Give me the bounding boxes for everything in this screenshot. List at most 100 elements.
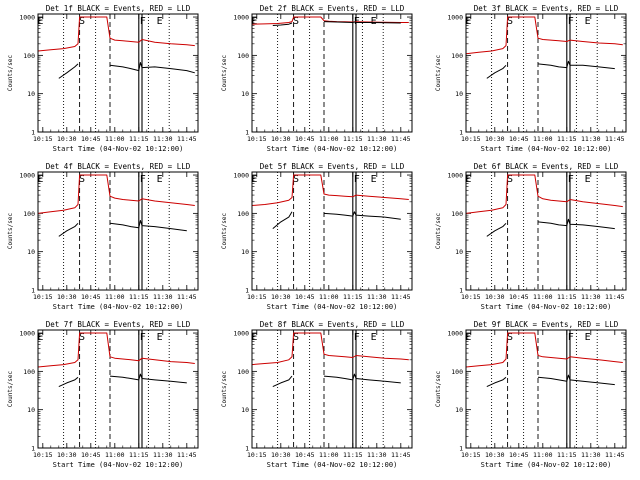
events-series-line xyxy=(58,376,79,388)
y-tick-label: 100 xyxy=(23,368,35,376)
x-tick-label: 11:30 xyxy=(153,135,173,143)
x-tick-label: 10:45 xyxy=(295,293,315,301)
x-tick-label: 11:15 xyxy=(557,451,577,459)
y-tick-label: 10 xyxy=(455,90,463,98)
y-tick-label: 1000 xyxy=(447,330,463,338)
x-tick-label: 11:00 xyxy=(533,135,553,143)
y-tick-label: 1000 xyxy=(233,330,249,338)
detector-panel: Det 2f BLACK = Events, RED = LLD Counts/s… xyxy=(221,4,413,153)
marker-label: F xyxy=(140,174,146,185)
marker-label: S xyxy=(293,332,299,343)
marker-label: E xyxy=(251,16,257,27)
y-tick-label: 1000 xyxy=(447,14,463,22)
x-tick-label: 11:30 xyxy=(367,293,387,301)
x-tick-label: 10:15 xyxy=(461,451,481,459)
marker-label: E xyxy=(465,16,471,27)
plot-frame xyxy=(37,171,199,291)
y-tick-label: 1000 xyxy=(19,172,35,180)
marker-label: S xyxy=(293,174,299,185)
y-tick-label: 100 xyxy=(451,210,463,218)
events-series-line xyxy=(58,222,79,237)
events-series-line xyxy=(537,374,615,386)
x-tick-label: 11:45 xyxy=(605,451,625,459)
panel-title: Det 9f BLACK = Events, RED = LLD xyxy=(474,320,619,329)
events-series-line xyxy=(486,64,507,79)
x-tick-label: 11:00 xyxy=(319,293,339,301)
x-tick-label: 11:15 xyxy=(557,135,577,143)
marker-label: E xyxy=(251,174,257,185)
y-tick-label: 1000 xyxy=(233,172,249,180)
x-tick-label: 10:45 xyxy=(295,135,315,143)
events-series-line xyxy=(323,21,401,24)
x-tick-label: 10:15 xyxy=(247,451,267,459)
events-series-line xyxy=(109,373,187,384)
marker-label: F xyxy=(354,174,360,185)
marker-label: S xyxy=(293,16,299,27)
plot-frame xyxy=(251,329,413,449)
x-tick-label: 11:45 xyxy=(605,293,625,301)
marker-label: E xyxy=(371,16,377,27)
marker-label: E xyxy=(585,332,591,343)
marker-label: E xyxy=(585,16,591,27)
x-tick-label: 10:15 xyxy=(247,135,267,143)
x-tick-label: 11:30 xyxy=(581,451,601,459)
events-series-line xyxy=(323,373,401,384)
x-tick-label: 11:15 xyxy=(557,293,577,301)
x-tick-label: 11:30 xyxy=(153,451,173,459)
y-tick-label: 10 xyxy=(455,248,463,256)
x-tick-label: 10:45 xyxy=(81,451,101,459)
plot-frame xyxy=(465,329,627,449)
y-axis-label: Counts/sec xyxy=(435,55,442,92)
x-tick-label: 10:30 xyxy=(57,451,77,459)
x-tick-label: 11:30 xyxy=(581,293,601,301)
y-axis-label: Counts/sec xyxy=(435,213,442,250)
events-series-line xyxy=(272,211,293,229)
y-axis-label: Counts/sec xyxy=(221,213,228,250)
plot-frame xyxy=(465,13,627,133)
panel-title: Det 2f BLACK = Events, RED = LLD xyxy=(260,4,405,13)
panel-title: Det 3f BLACK = Events, RED = LLD xyxy=(474,4,619,13)
lld-series-line xyxy=(252,332,409,366)
x-tick-label: 11:30 xyxy=(153,293,173,301)
y-tick-label: 10 xyxy=(241,90,249,98)
x-tick-label: 10:30 xyxy=(57,135,77,143)
y-tick-label: 10 xyxy=(455,406,463,414)
x-axis-label: Start Time (04-Nov-02 10:12:00) xyxy=(481,145,612,153)
detector-panel: Det 3f BLACK = Events, RED = LLD Counts/s… xyxy=(435,4,627,153)
lld-series-line xyxy=(252,174,409,206)
x-tick-label: 11:00 xyxy=(105,135,125,143)
marker-label: F xyxy=(568,174,574,185)
x-tick-label: 11:00 xyxy=(533,451,553,459)
marker-label: S xyxy=(507,174,513,185)
x-tick-label: 10:45 xyxy=(509,293,529,301)
x-tick-label: 11:45 xyxy=(177,135,197,143)
panel-title: Det 8f BLACK = Events, RED = LLD xyxy=(260,320,405,329)
marker-label: E xyxy=(157,16,163,27)
x-tick-label: 10:45 xyxy=(81,135,101,143)
marker-label: S xyxy=(79,174,85,185)
events-series-line xyxy=(537,218,615,230)
x-tick-label: 11:00 xyxy=(533,293,553,301)
events-series-line xyxy=(323,211,401,220)
x-tick-label: 11:45 xyxy=(391,451,411,459)
events-series-line xyxy=(272,22,293,26)
x-tick-label: 10:45 xyxy=(509,135,529,143)
y-tick-label: 100 xyxy=(23,52,35,60)
plot-frame xyxy=(37,329,199,449)
y-tick-label: 1000 xyxy=(447,172,463,180)
panel-title: Det 6f BLACK = Events, RED = LLD xyxy=(474,162,619,171)
x-tick-label: 11:45 xyxy=(391,293,411,301)
x-axis-label: Start Time (04-Nov-02 10:12:00) xyxy=(53,461,184,469)
marker-label: E xyxy=(37,332,43,343)
x-axis-label: Start Time (04-Nov-02 10:12:00) xyxy=(267,303,398,311)
panel-title: Det 1f BLACK = Events, RED = LLD xyxy=(46,4,191,13)
x-tick-label: 10:15 xyxy=(461,135,481,143)
lld-series-line xyxy=(466,174,623,214)
y-tick-label: 1 xyxy=(459,445,463,453)
events-series-line xyxy=(486,376,507,388)
x-tick-label: 10:45 xyxy=(81,293,101,301)
x-tick-label: 11:15 xyxy=(343,135,363,143)
y-tick-label: 1 xyxy=(31,129,35,137)
x-tick-label: 11:30 xyxy=(581,135,601,143)
x-axis-label: Start Time (04-Nov-02 10:12:00) xyxy=(53,303,184,311)
